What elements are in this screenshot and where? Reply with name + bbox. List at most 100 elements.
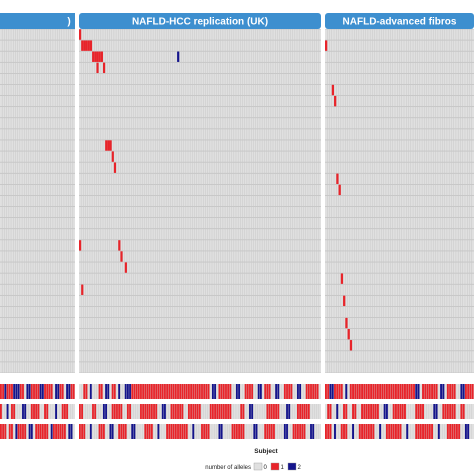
genotype-cell: [231, 424, 234, 439]
genotype-cell: [361, 404, 364, 419]
grid-col-sep: [464, 29, 466, 373]
genotype-cell: [449, 404, 452, 419]
genotype-cell: [55, 424, 58, 439]
genotype-cell: [343, 404, 345, 419]
genotype-cell: [390, 384, 393, 399]
genotype-cell: [257, 384, 260, 399]
genotype-cell: [131, 384, 134, 399]
genotype-cell: [316, 384, 319, 399]
grid-col-sep: [91, 29, 93, 373]
grid-col-sep: [6, 29, 7, 373]
genotype-cell: [79, 404, 81, 419]
genotype-cell: [46, 384, 49, 399]
grid-col-sep: [288, 29, 289, 373]
grid-row: [79, 251, 321, 262]
genotype-cell: [249, 384, 251, 399]
genotype-cell: [124, 384, 127, 399]
grid-col-sep: [170, 29, 171, 373]
genotype-cell: [63, 424, 66, 439]
genotype-cell: [46, 424, 49, 439]
genotype-cell: [372, 424, 375, 439]
grid-col-sep: [179, 29, 180, 373]
genotype-cell: [150, 384, 153, 399]
genotype-cell: [24, 424, 27, 439]
genotype-cell: [305, 404, 308, 419]
grid-row: [79, 51, 321, 62]
genotype-cell: [0, 424, 2, 439]
genotype-cell: [428, 384, 431, 399]
genotype-cell: [307, 384, 310, 399]
grid-col-sep: [285, 29, 287, 373]
genotype-cell: [383, 384, 386, 399]
grid-row: [79, 306, 321, 318]
genotype-cell: [358, 424, 361, 439]
grid-col-sep: [272, 29, 274, 373]
grid-col-sep: [176, 29, 178, 373]
genotype-cell: [6, 404, 9, 419]
genotype-cell: [410, 384, 413, 399]
genotype-cell: [268, 404, 271, 419]
genotype-cell: [8, 384, 11, 399]
genotype-cell: [218, 404, 221, 419]
genotype-cell: [273, 404, 275, 419]
variant-cell: [338, 184, 341, 196]
genotype-cell: [188, 384, 190, 399]
genotype-cell: [266, 384, 269, 399]
genotype-cell: [388, 384, 391, 399]
genotype-cell: [268, 424, 271, 439]
genotype-cell: [433, 384, 436, 399]
genotype-cell: [458, 424, 461, 439]
grid-row: [79, 95, 321, 107]
grid-col-sep: [248, 29, 250, 373]
genotype-cell: [105, 384, 107, 399]
genotype-cell: [131, 424, 134, 439]
genotype-cell: [129, 404, 131, 419]
genotype-cell: [433, 404, 436, 419]
genotype-cell: [464, 424, 467, 439]
grid-col-sep: [410, 29, 412, 373]
genotype-cell: [120, 424, 123, 439]
genotype-cell: [17, 384, 20, 399]
grid-col-sep: [331, 29, 333, 373]
genotype-cell: [144, 424, 147, 439]
genotype-cell: [113, 384, 116, 399]
genotype-cell: [109, 424, 112, 439]
common-row-bg: [79, 424, 321, 439]
genotype-cell: [340, 384, 343, 399]
genotype-cell: [460, 384, 463, 399]
genotype-cell: [334, 424, 336, 439]
variant-cell: [81, 284, 84, 295]
grid-col-sep: [419, 29, 421, 373]
genotype-cell: [235, 384, 238, 399]
genotype-cell: [388, 424, 391, 439]
genotype-cell: [35, 404, 38, 419]
variant-cell: [177, 51, 180, 62]
genotype-cell: [17, 424, 20, 439]
genotype-cell: [404, 404, 406, 419]
genotype-cell: [244, 384, 247, 399]
genotype-cell: [41, 384, 44, 399]
grid-row: [79, 62, 321, 74]
genotype-cell: [148, 404, 151, 419]
genotype-cell: [449, 384, 452, 399]
genotype-cell: [406, 384, 409, 399]
grid-col-sep: [383, 29, 384, 373]
genotype-cell: [392, 404, 395, 419]
genotype-cell: [435, 404, 438, 419]
grid-col-sep: [354, 29, 355, 373]
grid-col-sep: [345, 29, 346, 373]
genotype-cell: [174, 404, 177, 419]
genotype-cell: [198, 404, 201, 419]
genotype-cell: [22, 424, 24, 439]
genotype-cell: [397, 384, 400, 399]
grid-col-sep: [360, 29, 362, 373]
grid-col-sep: [4, 29, 5, 373]
genotype-cell: [419, 424, 422, 439]
genotype-cell: [4, 384, 7, 399]
genotype-cell: [385, 384, 388, 399]
grid-col-sep: [220, 29, 221, 373]
grid-col-sep: [408, 29, 409, 373]
genotype-cell: [394, 404, 397, 419]
genotype-cell: [126, 384, 129, 399]
genotype-cell: [422, 404, 424, 419]
